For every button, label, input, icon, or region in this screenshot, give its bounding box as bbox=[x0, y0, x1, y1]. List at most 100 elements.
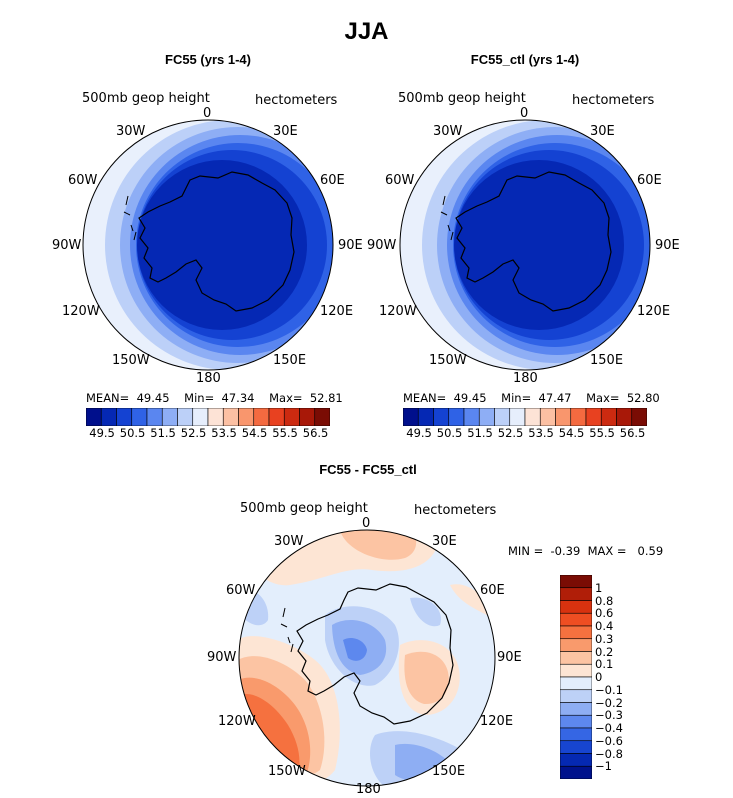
panel-1-map-border bbox=[82, 119, 334, 371]
panel-3-lon-60e: 60E bbox=[480, 583, 505, 598]
panel-3-colorbar-tick-label: −0.2 bbox=[595, 695, 623, 710]
panel-3-colorbar-tick-label: 0.2 bbox=[595, 644, 614, 659]
panel-1-mean-value: 49.45 bbox=[136, 391, 170, 405]
panel-3-lon-180: 180 bbox=[356, 782, 381, 797]
panel-3-lon-30w: 30W bbox=[274, 534, 304, 549]
panel-3-stats: MIN = -0.39 MAX = 0.59 bbox=[508, 544, 663, 558]
panel-1-units: hectometers bbox=[255, 93, 338, 108]
panel-3-colorbar-swatch bbox=[560, 676, 592, 691]
panel-3-colorbar-tick-label: −1 bbox=[595, 759, 612, 774]
panel-3-colorbar-labels: 1 0.8 0.6 0.4 0.3 0.2 0.1 0 −0.1 −0.2 −0.3 −0.4 −0.6… bbox=[595, 575, 655, 779]
panel-1-peninsula-islands bbox=[123, 195, 137, 241]
panel-3-min-value: -0.39 bbox=[550, 544, 581, 558]
panel-1-colorbar-tick-label: 54.5 bbox=[241, 426, 268, 440]
panel-2-lon-30e: 30E bbox=[590, 124, 615, 139]
panel-3-colorbar bbox=[560, 575, 592, 779]
panel-2-lon-120e: 120E bbox=[637, 304, 671, 319]
panel-3-lon-30e: 30E bbox=[432, 534, 457, 549]
panel-2-min-value: 47.47 bbox=[538, 391, 572, 405]
panel-2-title: FC55_ctl (yrs 1-4) bbox=[470, 52, 580, 67]
panel-3-colorbar-tick-label: 1 bbox=[595, 580, 603, 595]
panel-3-colorbar-swatch bbox=[560, 740, 592, 754]
panel-2-map-border bbox=[399, 119, 651, 371]
panel-3-colorbar-tick-label: −0.1 bbox=[595, 682, 623, 697]
panel-1-lon-120w: 120W bbox=[62, 304, 100, 319]
panel-2-field-label: 500mb geop height bbox=[398, 91, 526, 106]
panel-3-colorbar-swatch bbox=[560, 702, 592, 716]
panel-1-colorbar bbox=[86, 408, 330, 426]
panel-1-colorbar-tick-label: 55.5 bbox=[272, 426, 298, 440]
panel-3-colorbar-swatch bbox=[560, 625, 592, 640]
panel-1-lon-90w: 90W bbox=[52, 238, 82, 253]
panel-2-colorbar-tick-label: 52.5 bbox=[497, 426, 524, 440]
panel-1-lon-30e: 30E bbox=[273, 124, 298, 139]
panel-1-lon-150e: 150E bbox=[273, 353, 307, 368]
panel-1-colorbar-swatch bbox=[314, 408, 330, 426]
panel-1-lon-90e: 90E bbox=[338, 238, 363, 253]
panel-3-max-label: MAX = bbox=[587, 544, 627, 558]
panel-2-colorbar-tick-label: 49.5 bbox=[406, 426, 432, 440]
panel-1-lon-60e: 60E bbox=[320, 173, 345, 188]
panel-1-colorbar-tick-label: 53.5 bbox=[211, 426, 237, 440]
panel-2-colorbar-tick-label: 51.5 bbox=[467, 426, 493, 440]
panel-3-lon-150e: 150E bbox=[432, 764, 466, 779]
panel-2-lon-60e: 60E bbox=[637, 173, 662, 188]
panel-1-colorbar-tick-label: 56.5 bbox=[302, 426, 329, 440]
panel-3-lon-120w: 120W bbox=[218, 714, 256, 729]
panel-2-lon-150w: 150W bbox=[429, 353, 467, 368]
panel-1-lon-150w: 150W bbox=[112, 353, 150, 368]
panel-3-colorbar-swatch bbox=[560, 638, 592, 652]
panel-2-colorbar-tick-label: 56.5 bbox=[619, 426, 646, 440]
panel-3-field-label: 500mb geop height bbox=[240, 501, 368, 516]
panel-3-title: FC55 - FC55_ctl bbox=[319, 462, 417, 477]
panel-3-colorbar-tick-label: −0.8 bbox=[595, 746, 623, 761]
panel-1-max-value: 52.81 bbox=[309, 391, 343, 405]
panel-1-lon-180: 180 bbox=[196, 371, 221, 386]
panel-1-antarctica-coastline bbox=[138, 171, 295, 312]
panel-1-colorbar-tick-label: 51.5 bbox=[150, 426, 176, 440]
panel-2-stats: MEAN= 49.45 Min= 47.47 Max= 52.80 bbox=[403, 391, 660, 405]
panel-3-lon-90e: 90E bbox=[497, 650, 522, 665]
panel-2-lon-0: 0 bbox=[520, 106, 529, 121]
panel-1-mean-label: MEAN= bbox=[86, 391, 130, 405]
panel-3-colorbar-swatch bbox=[560, 753, 592, 767]
panel-3-colorbar-swatch bbox=[560, 663, 592, 678]
panel-3-colorbar-swatch bbox=[560, 612, 592, 627]
panel-3-lon-120e: 120E bbox=[480, 714, 514, 729]
panel-2-lon-150e: 150E bbox=[590, 353, 624, 368]
panel-3-units: hectometers bbox=[414, 503, 497, 518]
panel-3-colorbar-swatch bbox=[560, 651, 592, 665]
panel-3-colorbar-swatch bbox=[560, 689, 592, 703]
panel-1-colorbar-tick-label: 49.5 bbox=[89, 426, 115, 440]
panel-2-colorbar-tick-label: 50.5 bbox=[436, 426, 463, 440]
panel-2-colorbar-tick-label: 53.5 bbox=[528, 426, 554, 440]
panel-2-antarctica-coastline bbox=[455, 171, 612, 312]
panel-2-lon-180: 180 bbox=[513, 371, 538, 386]
panel-1-field-label: 500mb geop height bbox=[82, 91, 210, 106]
panel-3-colorbar-tick-label: 0.8 bbox=[595, 593, 614, 608]
panel-3-antarctica-coastline bbox=[296, 583, 454, 725]
panel-1-max-label: Max= bbox=[269, 391, 303, 405]
panel-3-lon-0: 0 bbox=[362, 516, 371, 531]
panel-2-colorbar-labels: 49.5 50.5 51.5 52.5 53.5 54.5 55.5 56.5 bbox=[403, 426, 647, 442]
panel-3-colorbar-swatch bbox=[560, 727, 592, 742]
panel-3-colorbar-tick-label: −0.4 bbox=[595, 721, 623, 735]
panel-3-colorbar-tick-label: 0.6 bbox=[595, 606, 614, 621]
panel-3-lon-60w: 60W bbox=[226, 583, 256, 598]
panel-2-lon-90e: 90E bbox=[655, 238, 680, 253]
panel-2-lon-30w: 30W bbox=[433, 124, 463, 139]
panel-1-stats: MEAN= 49.45 Min= 47.34 Max= 52.81 bbox=[86, 391, 343, 405]
panel-3-colorbar-tick-label: −0.6 bbox=[595, 733, 623, 748]
panel-2-lon-120w: 120W bbox=[379, 304, 417, 319]
panel-3-colorbar-swatch bbox=[560, 714, 592, 729]
panel-3-lon-90w: 90W bbox=[207, 650, 237, 665]
panel-3-map-fill bbox=[239, 530, 495, 786]
panel-3-lon-150w: 150W bbox=[268, 764, 306, 779]
panel-3-colorbar-tick-label: 0 bbox=[595, 670, 603, 684]
panel-3-peninsula-islands bbox=[280, 607, 294, 653]
panel-3-colorbar-swatch bbox=[560, 575, 592, 589]
panel-1-colorbar-tick-label: 50.5 bbox=[119, 426, 146, 440]
